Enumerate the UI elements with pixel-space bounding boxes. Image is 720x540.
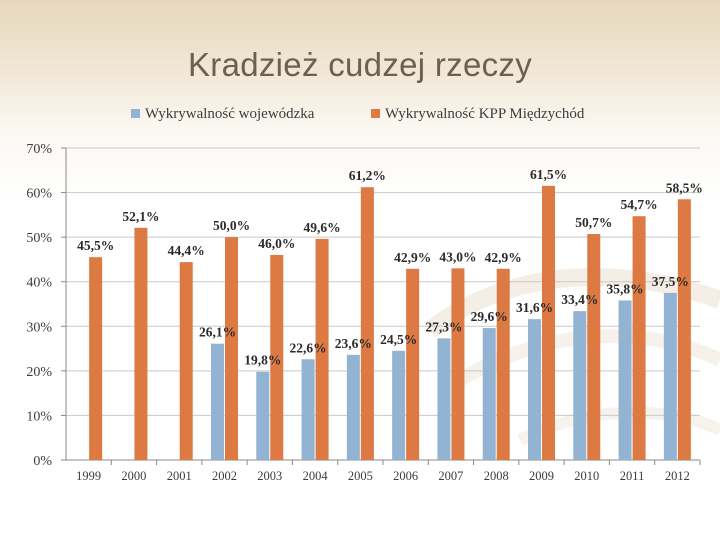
bar-series-1	[211, 343, 224, 460]
y-tick-label: 30%	[26, 320, 52, 335]
x-tick-label: 2007	[438, 469, 463, 483]
bar-series-2	[315, 238, 329, 460]
bar-series-1	[346, 354, 360, 460]
x-tick-label: 2010	[574, 469, 599, 483]
bar-series-1	[437, 338, 451, 460]
bar-series-1	[301, 359, 315, 460]
x-tick-label: 2009	[529, 469, 554, 483]
data-label-series-2: 58,5%	[666, 180, 703, 195]
x-axis-labels: 1999 2000 2001 2002 2003 2004 2005 2006 2007 2008…	[76, 460, 701, 483]
x-tick-label: 2001	[167, 469, 192, 483]
y-tick-label: 50%	[26, 231, 52, 246]
data-label-series-1: 37,5%	[652, 274, 689, 289]
data-label-series-2: 54,7%	[621, 197, 658, 212]
y-tick-label: 20%	[26, 365, 52, 380]
data-label-series-2: 61,5%	[530, 167, 567, 182]
bar-series-2	[542, 185, 555, 460]
bar-series-1	[392, 350, 406, 460]
bar-series-1	[663, 292, 677, 460]
bar-series-1	[482, 328, 496, 460]
legend-swatch-series-1	[131, 109, 140, 118]
x-tick-label: 1999	[76, 469, 101, 483]
y-tick-label: 70%	[26, 142, 52, 157]
bar-series-2	[179, 262, 193, 460]
bar-series-2	[496, 268, 510, 460]
data-label-series-1: 31,6%	[516, 300, 553, 315]
x-tick-label: 2011	[620, 469, 645, 483]
bar-series-2	[406, 268, 420, 460]
bar-series-2	[451, 268, 465, 460]
x-tick-label: 2000	[121, 469, 146, 483]
y-tick-label: 10%	[26, 409, 52, 424]
chart-legend: Wykrywalność wojewódzka Wykrywalność KPP …	[131, 106, 585, 122]
y-tick-label: 60%	[26, 187, 52, 202]
data-label-series-2: 50,7%	[575, 215, 612, 230]
data-label-series-1: 23,6%	[335, 336, 372, 351]
x-tick-label: 2006	[393, 469, 418, 483]
bar-series-2	[360, 187, 374, 461]
bar-series-1	[573, 311, 587, 460]
data-label-series-1: 26,1%	[199, 325, 236, 340]
data-label-series-2: 49,6%	[304, 220, 341, 235]
data-label-series-2: 46,0%	[258, 236, 295, 251]
bar-series-1	[256, 371, 270, 460]
bar-series-2	[587, 234, 601, 460]
legend-swatch-series-2	[371, 109, 380, 118]
data-label-series-1: 33,4%	[561, 292, 598, 307]
data-labels: 45,5% 52,1% 44,4% 26,1% 50,0% 19,8% 46,0% 22,6%…	[77, 167, 703, 368]
bar-series-2	[89, 257, 103, 460]
data-label-series-2: 44,4%	[168, 243, 205, 258]
data-label-series-1: 22,6%	[290, 340, 327, 355]
data-label-series-2: 50,0%	[213, 218, 250, 233]
data-label-series-2: 42,9%	[394, 250, 431, 265]
data-label-series-2: 61,2%	[349, 168, 386, 183]
bar-series-2	[677, 199, 691, 460]
x-tick-label: 2003	[257, 469, 282, 483]
x-tick-label: 2005	[348, 469, 373, 483]
x-tick-label: 2002	[212, 469, 237, 483]
bar-series-2	[270, 254, 284, 460]
data-label-series-2: 42,9%	[485, 250, 522, 265]
x-tick-label: 2004	[303, 469, 329, 483]
data-label-series-1: 19,8%	[244, 353, 281, 368]
data-label-series-1: 35,8%	[607, 281, 644, 296]
data-label-series-2: 43,0%	[439, 249, 476, 264]
legend-label-series-1: Wykrywalność wojewódzka	[145, 106, 315, 122]
y-tick-label: 0%	[33, 454, 52, 469]
data-label-series-2: 45,5%	[77, 238, 114, 253]
bar-series-2	[225, 237, 238, 460]
bar-series-2	[632, 216, 646, 460]
slide-title: Kradzież cudzej rzeczy	[187, 46, 533, 83]
bar-series-1	[528, 319, 541, 460]
data-label-series-1: 24,5%	[380, 332, 417, 347]
x-tick-label: 2008	[484, 469, 509, 483]
bar-series-1	[618, 300, 632, 460]
bar-series-2	[134, 227, 148, 460]
data-label-series-2: 52,1%	[122, 209, 159, 224]
x-tick-label: 2012	[665, 469, 690, 483]
legend-label-series-2: Wykrywalność KPP Międzychód	[385, 106, 585, 122]
data-label-series-1: 27,3%	[425, 319, 462, 334]
data-label-series-1: 29,6%	[471, 309, 508, 324]
chart-bars	[89, 185, 691, 461]
y-axis-ticks: 0% 10% 20% 30% 40% 50% 60% 70%	[26, 142, 66, 469]
y-tick-label: 40%	[26, 276, 52, 291]
